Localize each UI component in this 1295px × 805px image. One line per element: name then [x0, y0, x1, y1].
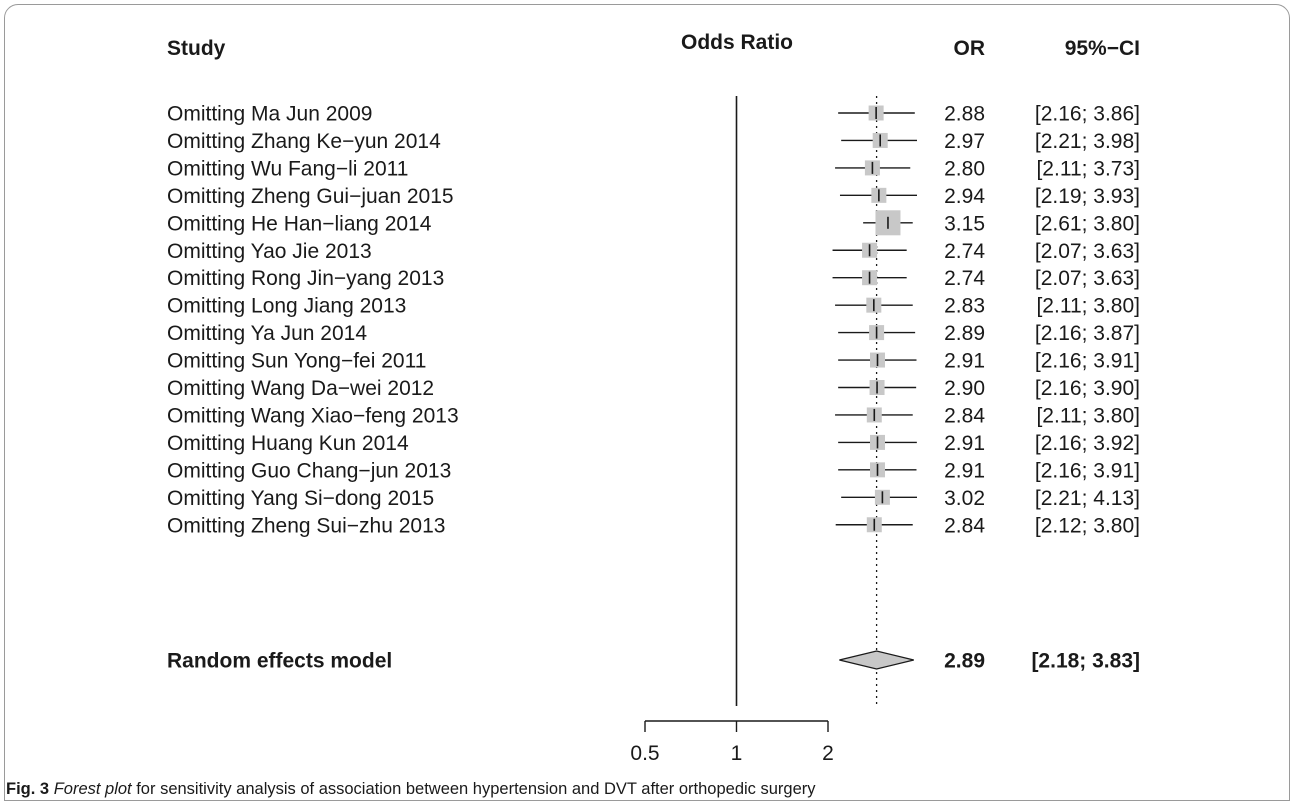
- study-or: 2.74: [944, 240, 985, 263]
- study-ci: [2.21; 3.98]: [1035, 130, 1140, 153]
- study-or: 2.91: [944, 350, 985, 373]
- or-header: OR: [954, 37, 986, 60]
- study-label: Omitting Rong Jin−yang 2013: [167, 267, 444, 290]
- study-or: 2.74: [944, 267, 985, 290]
- study-ci: [2.07; 3.63]: [1035, 267, 1140, 290]
- study-ci: [2.16; 3.92]: [1035, 432, 1140, 455]
- study-or: 2.97: [944, 130, 985, 153]
- ci-header: 95%−CI: [1065, 37, 1140, 60]
- study-label: Omitting Wang Xiao−feng 2013: [167, 404, 459, 427]
- figure-caption: Fig. 3 Forest plot for sensitivity analy…: [6, 780, 1286, 799]
- summary-label: Random effects model: [167, 650, 392, 673]
- study-label: Omitting Ma Jun 2009: [167, 103, 372, 126]
- study-ci: [2.16; 3.86]: [1035, 103, 1140, 126]
- summary-or: 2.89: [944, 650, 985, 673]
- x-tick-label: 1: [731, 742, 743, 765]
- study-label: Omitting Zhang Ke−yun 2014: [167, 130, 441, 153]
- study-label: Omitting Zheng Gui−juan 2015: [167, 185, 454, 208]
- study-or: 2.91: [944, 459, 985, 482]
- study-ci: [2.16; 3.90]: [1035, 377, 1140, 400]
- study-or: 2.84: [944, 514, 985, 537]
- study-label: Omitting Guo Chang−jun 2013: [167, 459, 451, 482]
- caption-italic: Forest plot: [53, 780, 132, 798]
- study-or: 2.90: [944, 377, 985, 400]
- study-ci: [2.16; 3.87]: [1035, 322, 1140, 345]
- summary-ci: [2.18; 3.83]: [1031, 650, 1140, 673]
- x-tick-label: 0.5: [630, 742, 659, 765]
- study-or: 2.84: [944, 404, 985, 427]
- caption-text: for sensitivity analysis of association …: [131, 780, 816, 798]
- study-or: 3.15: [944, 212, 985, 235]
- study-or: 2.91: [944, 432, 985, 455]
- study-or: 2.80: [944, 157, 985, 180]
- study-ci: [2.61; 3.80]: [1035, 212, 1140, 235]
- summary-diamond: [839, 650, 914, 670]
- forest-plot: Study Odds Ratio OR 95%−CI Omitting Ma J…: [167, 31, 1140, 765]
- study-label: Omitting Huang Kun 2014: [167, 432, 409, 455]
- odds-ratio-header: Odds Ratio: [681, 31, 793, 54]
- study-header: Study: [167, 37, 226, 60]
- study-label: Omitting Zheng Sui−zhu 2013: [167, 514, 445, 537]
- study-ci: [2.11; 3.73]: [1036, 157, 1140, 180]
- study-ci: [2.12; 3.80]: [1035, 514, 1140, 537]
- study-or: 2.88: [944, 103, 985, 126]
- study-label: Omitting Sun Yong−fei 2011: [167, 350, 426, 373]
- study-label: Omitting Yao Jie 2013: [167, 240, 372, 263]
- study-ci: [2.11; 3.80]: [1036, 404, 1140, 427]
- study-or: 2.94: [944, 185, 985, 208]
- study-label: Omitting Wang Da−wei 2012: [167, 377, 434, 400]
- study-or: 3.02: [944, 487, 985, 510]
- study-ci: [2.07; 3.63]: [1035, 240, 1140, 263]
- study-label: Omitting Ya Jun 2014: [167, 322, 367, 345]
- study-ci: [2.11; 3.80]: [1036, 295, 1140, 318]
- figure-frame: [4, 4, 1290, 801]
- study-ci: [2.19; 3.93]: [1035, 185, 1140, 208]
- study-ci: [2.21; 4.13]: [1035, 487, 1140, 510]
- study-ci: [2.16; 3.91]: [1035, 350, 1140, 373]
- study-ci: [2.16; 3.91]: [1035, 459, 1140, 482]
- caption-label: Fig. 3: [6, 780, 50, 798]
- study-label: Omitting Long Jiang 2013: [167, 295, 406, 318]
- study-or: 2.83: [944, 295, 985, 318]
- x-tick-label: 2: [822, 742, 834, 765]
- study-label: Omitting Wu Fang−li 2011: [167, 157, 408, 180]
- study-label: Omitting He Han−liang 2014: [167, 212, 432, 235]
- study-label: Omitting Yang Si−dong 2015: [167, 487, 434, 510]
- study-or: 2.89: [944, 322, 985, 345]
